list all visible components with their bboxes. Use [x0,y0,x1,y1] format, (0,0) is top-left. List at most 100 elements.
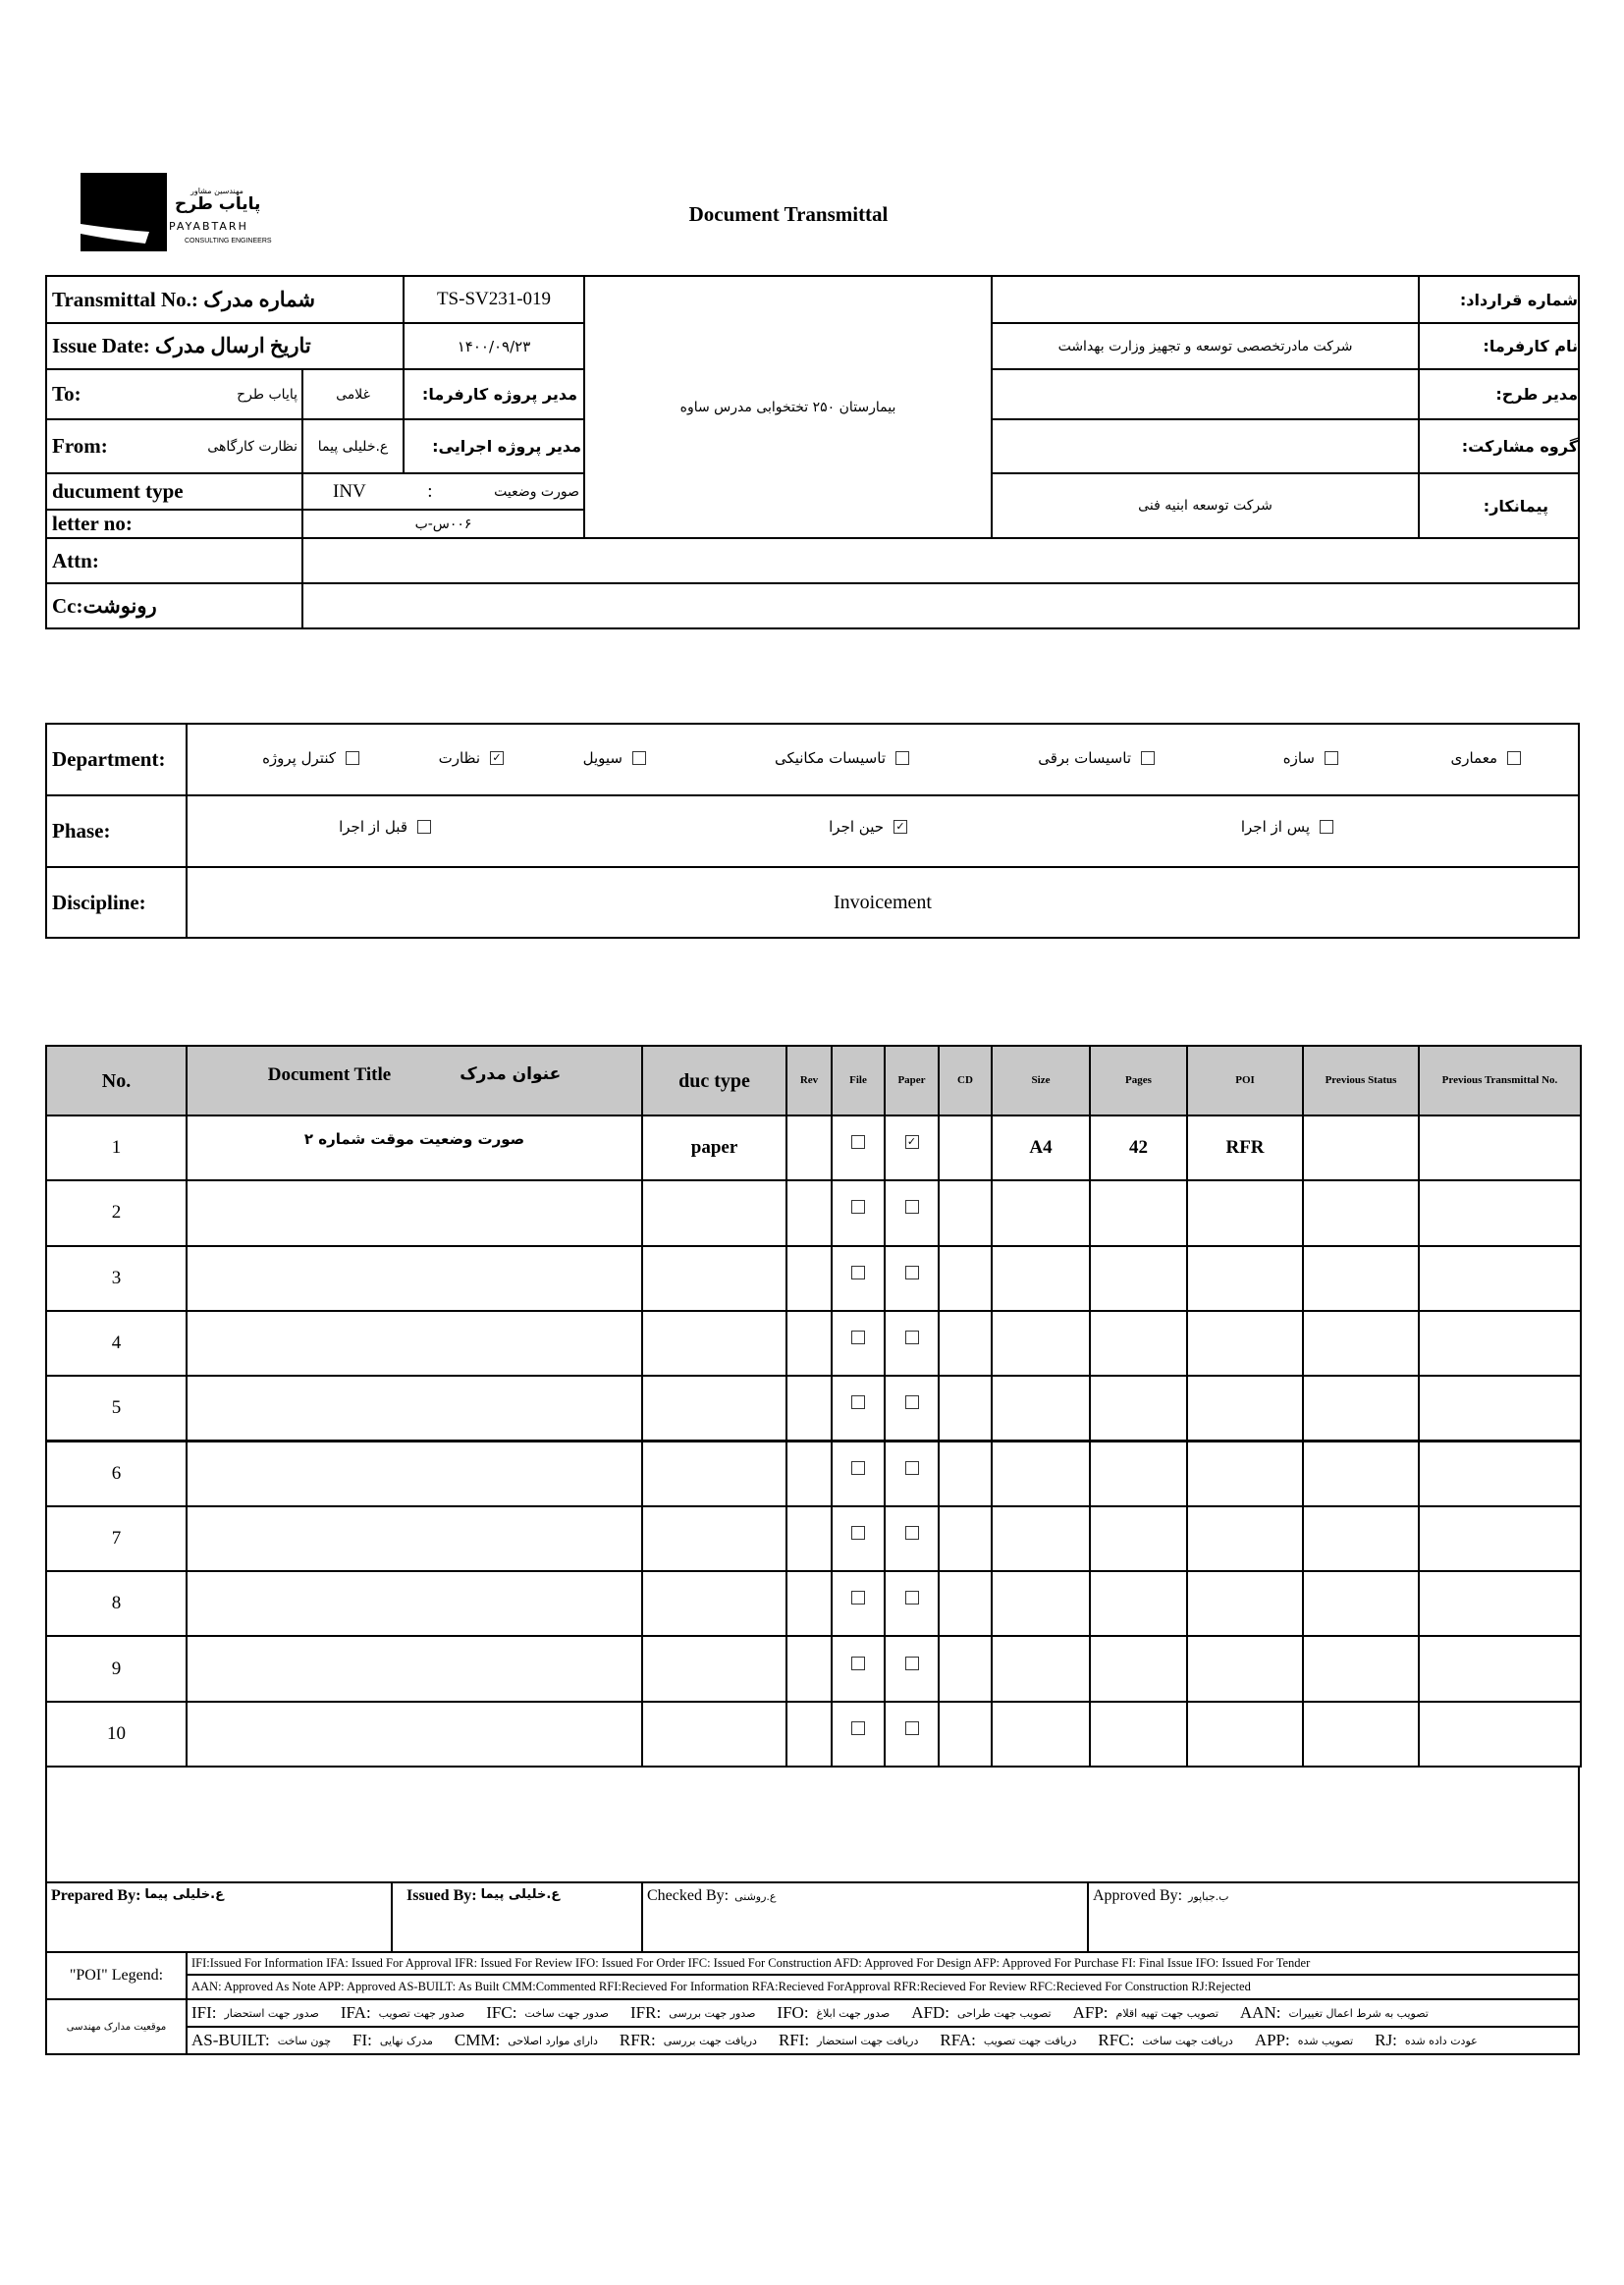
checkbox-icon[interactable]: ✓ [490,751,504,765]
table-cell-type [641,1309,787,1378]
legend-item: IFR: صدور جهت بررسی [630,2003,755,2023]
table-cell-prev_status [1302,1635,1420,1703]
table-cell-title: صورت وضعیت موقت شماره ۲ [186,1115,643,1182]
table-cell-pages [1089,1440,1188,1507]
column-header-size: Size [991,1045,1091,1116]
checkbox-icon[interactable]: ✓ [893,820,907,834]
table-cell-pages [1089,1375,1188,1442]
checkbox-icon[interactable] [417,820,431,834]
table-cell-cd [938,1504,993,1573]
checkbox-icon[interactable] [851,1525,865,1540]
table-cell-no: 1 [45,1115,188,1182]
table-cell-no: 8 [45,1570,188,1638]
legend-desc: چون ساخت [277,2034,331,2047]
column-header-rev: Rev [785,1045,833,1116]
checkbox-icon[interactable] [904,1200,919,1215]
department-option[interactable]: نظارت ✓ [439,749,504,767]
table-cell-cd [938,1440,993,1507]
table-cell-cd [938,1115,993,1182]
checkbox-icon[interactable] [851,1200,865,1215]
legend-code: APP: [1254,2031,1290,2049]
issue-date-label: Issue Date: تاریخ ارسال مدرک [45,322,405,370]
department-option[interactable]: تاسیسات برقی [1038,749,1155,767]
table-cell-size [991,1179,1091,1247]
remarks-area [45,1766,1580,1883]
table-cell-file [831,1179,886,1247]
department-option-label: نظارت [438,749,480,767]
checkbox-icon[interactable] [851,1135,865,1150]
table-cell-pages [1089,1700,1188,1768]
phase-option[interactable]: پس از اجرا [1241,818,1333,836]
company-logo: مهندسین مشاور پایاب طرح PAYABTARH CONSUL… [81,173,297,255]
table-cell-title [186,1375,643,1442]
to-person: غلامی [301,368,405,420]
checkbox-icon[interactable] [851,1656,865,1670]
table-cell-file [831,1115,886,1182]
approved-by-name: ب.جباپور [1188,1890,1229,1903]
table-cell-paper: ✓ [884,1115,940,1182]
checkbox-icon[interactable] [851,1460,865,1475]
checkbox-icon[interactable] [895,751,909,765]
table-cell-size [991,1440,1091,1507]
checkbox-icon[interactable] [904,1395,919,1410]
table-cell-title [186,1700,643,1768]
checkbox-icon[interactable] [851,1265,865,1279]
title-fa: عنوان مدرک [460,1064,562,1084]
checkbox-icon[interactable] [1507,751,1521,765]
legend-code: RFR: [619,2031,656,2049]
logo-text-fa: پایاب طرح [175,194,261,214]
legend-item: APP: تصویب شده [1255,2031,1353,2050]
issued-by-name: ع.خلیلی پیما [480,1887,561,1902]
legend-code: RFI: [778,2031,810,2049]
checkbox-icon[interactable] [904,1656,919,1670]
checkbox-icon[interactable] [904,1591,919,1605]
table-cell-prev_no [1418,1700,1582,1768]
checkbox-icon[interactable] [904,1525,919,1540]
table-cell-type [641,1635,787,1703]
department-label: Department: [45,723,188,796]
logo-mark-icon [81,173,167,251]
column-header-no: No. [45,1045,188,1116]
department-option[interactable]: کنترل پروژه [262,749,359,767]
checkbox-icon[interactable] [632,751,646,765]
checkbox-icon[interactable] [1320,820,1333,834]
issued-by: Issued By: ع.خلیلی پیما [391,1881,643,1953]
attn-field[interactable] [301,537,1580,584]
doctype-label: ducument type [45,472,303,511]
table-cell-type [641,1504,787,1573]
phase-option[interactable]: قبل از اجرا [339,818,431,836]
legend-code: RJ: [1375,2031,1397,2049]
table-cell-prev_status [1302,1504,1420,1573]
table-cell-prev_no [1418,1635,1582,1703]
checkbox-icon[interactable] [851,1720,865,1735]
checkbox-icon[interactable]: ✓ [904,1135,919,1150]
table-cell-rev [785,1504,833,1573]
department-option[interactable]: معماری [1451,749,1521,767]
department-option[interactable]: تاسیسات مکانیکی [775,749,909,767]
column-header-prev_no: Previous Transmittal No. [1418,1045,1582,1116]
checkbox-icon[interactable] [904,1331,919,1345]
checkbox-icon[interactable] [904,1460,919,1475]
table-cell-pages [1089,1244,1188,1312]
table-cell-prev_status [1302,1375,1420,1442]
cc-field[interactable] [301,582,1580,629]
checkbox-icon[interactable] [851,1395,865,1410]
table-cell-title [186,1309,643,1378]
phase-option[interactable]: حین اجرا ✓ [829,818,907,836]
department-option[interactable]: سیویل [583,749,646,767]
plan-manager-label: مدیر طرح: [1418,368,1580,420]
table-cell-rev [785,1115,833,1182]
legend-code: RFC: [1098,2031,1135,2049]
checkbox-icon[interactable] [1325,751,1338,765]
table-cell-no: 2 [45,1179,188,1247]
checkbox-icon[interactable] [1141,751,1155,765]
checkbox-icon[interactable] [904,1265,919,1279]
department-option[interactable]: سازه [1283,749,1338,767]
client-label: نام کارفرما: [1418,322,1580,370]
checkbox-icon[interactable] [346,751,359,765]
checkbox-icon[interactable] [851,1591,865,1605]
department-option-label: سیویل [582,749,623,767]
checkbox-icon[interactable] [851,1331,865,1345]
checkbox-icon[interactable] [904,1720,919,1735]
table-cell-cd [938,1309,993,1378]
